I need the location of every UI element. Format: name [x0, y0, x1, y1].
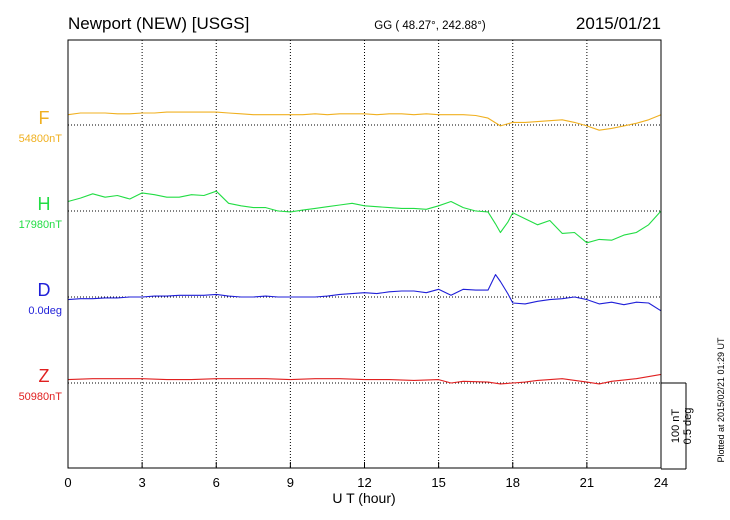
series-line-D [67, 274, 662, 312]
scale-deg-label: 0.5 deg [682, 408, 694, 445]
x-tick-label: 24 [654, 475, 668, 490]
station-title: Newport (NEW) [USGS] [68, 14, 249, 33]
date-label: 2015/01/21 [576, 14, 661, 33]
series-name-H: H [38, 194, 51, 214]
series-line-Z [67, 373, 662, 385]
scale-nt-label: 100 nT [670, 409, 682, 444]
series-group [67, 111, 662, 385]
series-name-Z: Z [39, 366, 50, 386]
series-baseline-D: 0.0deg [28, 305, 62, 317]
x-axis-label: U T (hour) [332, 490, 395, 506]
x-tick-label: 21 [580, 475, 594, 490]
x-tick-label: 0 [64, 475, 71, 490]
series-labels: F 54800nT H 17980nT D 0.0deg Z 50980nT [19, 108, 63, 403]
x-tick-label: 18 [506, 475, 520, 490]
series-line-H [67, 190, 662, 244]
scale-bar: 100 nT 0.5 deg [661, 382, 694, 470]
plot-frame [67, 39, 662, 469]
plotted-timestamp: Plotted at 2015/02/21 01:29 UT [716, 337, 726, 463]
series-baseline-Z: 50980nT [19, 391, 63, 403]
x-axis-ticks: 0 3 6 9 12 15 18 21 24 [64, 462, 668, 490]
x-tick-label: 12 [357, 475, 371, 490]
coordinates-label: GG ( 48.27°, 242.88°) [374, 20, 486, 32]
series-name-D: D [38, 280, 51, 300]
series-name-F: F [39, 108, 50, 128]
gridlines [141, 40, 588, 468]
series-baseline-F: 54800nT [19, 133, 63, 145]
series-baseline-H: 17980nT [19, 219, 63, 231]
x-tick-label: 15 [431, 475, 445, 490]
x-tick-label: 9 [287, 475, 294, 490]
x-tick-label: 3 [139, 475, 146, 490]
series-line-F [67, 111, 662, 131]
x-tick-label: 6 [213, 475, 220, 490]
